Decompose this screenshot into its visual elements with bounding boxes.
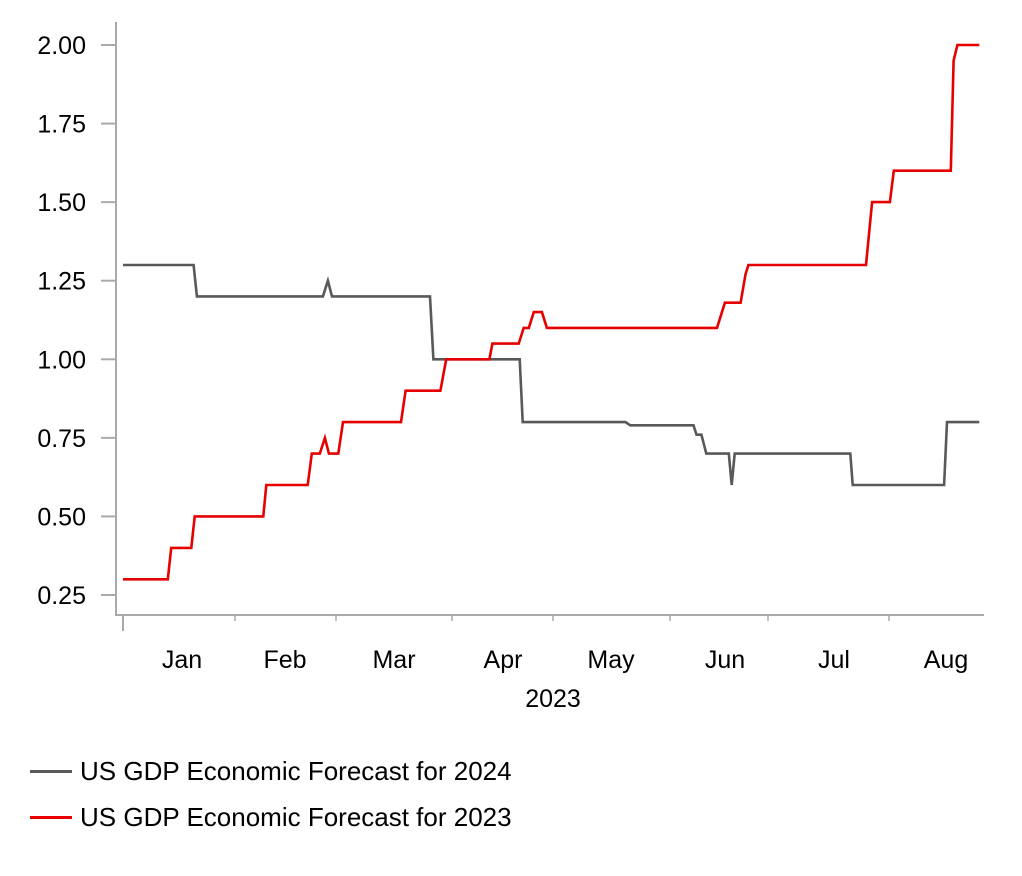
- x-tick-label: Jul: [818, 646, 850, 674]
- x-tick-label: Feb: [263, 646, 306, 674]
- legend: US GDP Economic Forecast for 2024 US GDP…: [30, 748, 512, 840]
- y-tick-label: 0.50: [37, 503, 86, 531]
- line-chart: 2.00 1.75 1.50 1.25 1.00 0.75 0.50 0.25 Jan Feb M…: [37, 22, 984, 713]
- x-tick-label: Apr: [484, 646, 523, 674]
- legend-item-2024: US GDP Economic Forecast for 2024: [30, 748, 512, 794]
- x-tick-label: Mar: [372, 646, 415, 674]
- x-axis-year-label: 2023: [525, 685, 581, 713]
- series-lines: [123, 43, 980, 581]
- legend-label-2023: US GDP Economic Forecast for 2023: [80, 801, 512, 832]
- legend-label-2024: US GDP Economic Forecast for 2024: [80, 755, 512, 786]
- y-tick-label: 1.75: [37, 111, 86, 139]
- y-tick-label: 1.00: [37, 346, 86, 374]
- y-tick-label: 0.75: [37, 425, 86, 453]
- y-tick-label: 1.25: [37, 268, 86, 296]
- series-line-2024: [123, 263, 980, 487]
- legend-swatch-2024: [30, 769, 72, 773]
- y-axis-ticks: 2.00 1.75 1.50 1.25 1.00 0.75 0.50 0.25: [37, 32, 116, 610]
- y-tick-label: 0.25: [37, 582, 86, 610]
- axes: [115, 22, 984, 616]
- x-tick-label: May: [587, 646, 635, 674]
- x-tick-label: Jan: [162, 646, 202, 674]
- y-tick-label: 1.50: [37, 189, 86, 217]
- x-axis-ticks: Jan Feb Mar Apr May Jun Jul Aug: [122, 615, 968, 674]
- x-tick-label: Jun: [705, 646, 745, 674]
- x-tick-label: Aug: [924, 646, 968, 674]
- series-line-2023: [123, 43, 980, 581]
- y-tick-label: 2.00: [37, 32, 86, 60]
- legend-swatch-2023: [30, 815, 72, 819]
- legend-item-2023: US GDP Economic Forecast for 2023: [30, 794, 512, 840]
